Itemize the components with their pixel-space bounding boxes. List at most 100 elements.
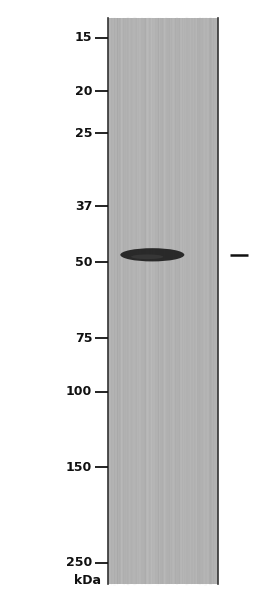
Bar <box>165 18 166 584</box>
Bar <box>152 18 153 584</box>
Bar <box>116 18 117 584</box>
Bar <box>179 18 180 584</box>
Bar <box>176 18 177 584</box>
Bar <box>154 18 155 584</box>
Bar <box>201 18 202 584</box>
Bar <box>151 18 152 584</box>
Bar <box>133 18 134 584</box>
Bar <box>141 18 142 584</box>
Bar <box>144 18 145 584</box>
Bar <box>152 18 153 584</box>
Bar <box>184 18 185 584</box>
Bar <box>186 18 187 584</box>
Bar <box>154 18 155 584</box>
Bar <box>160 18 161 584</box>
Bar <box>166 18 167 584</box>
Bar <box>163 18 164 584</box>
Bar <box>174 18 175 584</box>
Bar <box>160 18 161 584</box>
Bar <box>213 18 214 584</box>
Bar <box>131 18 132 584</box>
Bar <box>209 18 210 584</box>
Bar <box>179 18 180 584</box>
Bar <box>217 18 218 584</box>
Bar <box>139 18 140 584</box>
Ellipse shape <box>131 255 163 259</box>
Bar <box>171 18 172 584</box>
Bar <box>178 18 179 584</box>
Bar <box>214 18 215 584</box>
Bar <box>165 18 166 584</box>
Bar <box>108 18 109 584</box>
Bar <box>124 18 125 584</box>
Bar <box>118 18 119 584</box>
Bar <box>149 18 150 584</box>
Bar <box>204 18 205 584</box>
Bar <box>136 18 137 584</box>
Text: kDa: kDa <box>74 574 101 587</box>
Bar <box>134 18 135 584</box>
Bar <box>168 18 169 584</box>
Bar <box>190 18 191 584</box>
Bar <box>164 18 165 584</box>
Bar <box>124 18 125 584</box>
Bar <box>198 18 199 584</box>
Text: 15: 15 <box>75 31 92 44</box>
Text: 37: 37 <box>75 200 92 213</box>
Bar <box>126 18 127 584</box>
Bar <box>150 18 151 584</box>
Bar <box>200 18 201 584</box>
Bar <box>173 18 174 584</box>
Bar <box>140 18 141 584</box>
Bar <box>121 18 122 584</box>
Bar <box>130 18 131 584</box>
Bar <box>200 18 201 584</box>
Bar <box>212 18 213 584</box>
Bar <box>129 18 130 584</box>
Bar <box>141 18 142 584</box>
Bar <box>161 18 162 584</box>
Bar <box>171 18 172 584</box>
Bar <box>113 18 114 584</box>
Bar <box>118 18 119 584</box>
Bar <box>129 18 130 584</box>
Bar <box>173 18 174 584</box>
Bar <box>128 18 129 584</box>
Bar <box>206 18 207 584</box>
Bar <box>151 18 152 584</box>
Bar <box>121 18 122 584</box>
Bar <box>207 18 208 584</box>
Bar <box>202 18 203 584</box>
Bar <box>140 18 141 584</box>
Bar <box>110 18 111 584</box>
Bar <box>212 18 213 584</box>
Bar <box>205 18 206 584</box>
Ellipse shape <box>120 248 184 261</box>
Bar <box>108 18 109 584</box>
Bar <box>119 18 120 584</box>
Bar <box>189 18 190 584</box>
Bar <box>190 18 191 584</box>
Bar <box>156 18 157 584</box>
Bar <box>184 18 185 584</box>
Bar <box>182 18 183 584</box>
Bar <box>134 18 135 584</box>
Bar <box>177 18 178 584</box>
Bar <box>181 18 182 584</box>
Bar <box>181 18 182 584</box>
Bar <box>145 18 146 584</box>
Bar <box>142 18 143 584</box>
Bar <box>185 18 186 584</box>
Bar <box>196 18 197 584</box>
Bar <box>143 18 144 584</box>
Bar <box>130 18 131 584</box>
Bar <box>211 18 212 584</box>
Bar <box>146 18 147 584</box>
Bar <box>213 18 214 584</box>
Bar <box>182 18 183 584</box>
Bar <box>114 18 115 584</box>
Bar <box>110 18 111 584</box>
Bar <box>119 18 120 584</box>
Bar <box>147 18 148 584</box>
Bar <box>162 18 163 584</box>
